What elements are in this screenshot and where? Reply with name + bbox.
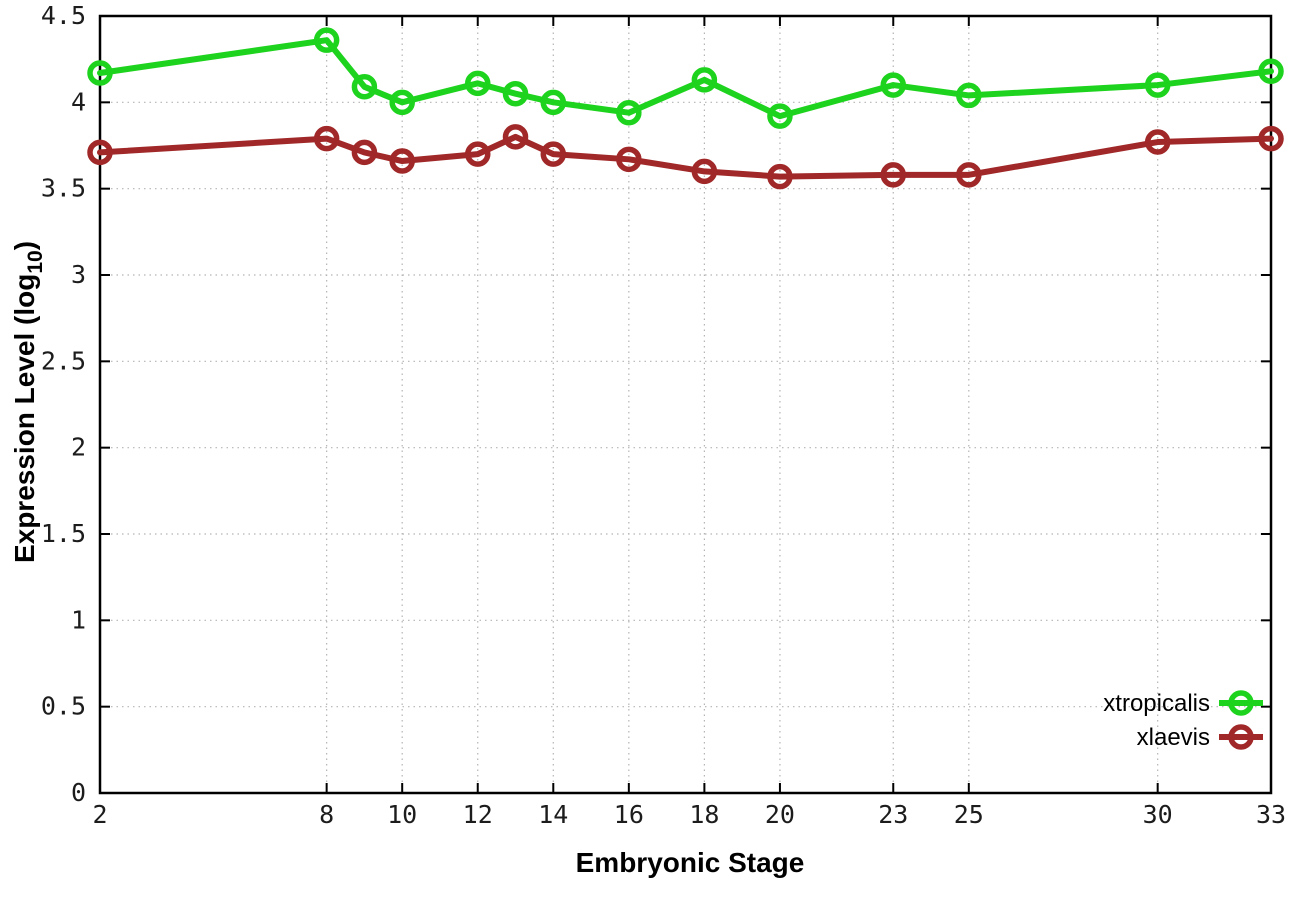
series-layer	[87, 27, 1284, 190]
series-line-xtropicalis	[97, 37, 1274, 120]
tick-labels-layer: 2 8 10 12 14 16 18 20 23 25 30 33 0 0.5 1 1.5 2 2.5 3 3.5 4 4…	[41, 1, 1286, 829]
x-tick-label: 10	[387, 800, 417, 829]
data-point-xtropicalis-stage-16	[616, 99, 642, 126]
x-tick-label: 18	[689, 800, 719, 829]
x-tick-label: 30	[1143, 800, 1173, 829]
data-point-xlaevis-stage-13	[502, 124, 529, 150]
x-tick-label: 25	[954, 800, 984, 829]
y-tick-label: 1	[71, 605, 86, 634]
x-tick-label: 14	[538, 800, 568, 829]
y-axis-title-subscript: 10	[24, 250, 47, 273]
series-line-xlaevis	[97, 133, 1274, 180]
legend-label-xtropicalis: xtropicalis	[1103, 690, 1210, 717]
legend-label-xlaevis: xlaevis	[1137, 724, 1210, 751]
plot-border	[98, 14, 1273, 795]
y-tick-label: 3.5	[41, 174, 86, 203]
x-axis-title: Embryonic Stage	[576, 847, 805, 878]
data-point-xtropicalis-stage-12	[464, 70, 491, 97]
grid-layer	[99, 15, 1272, 794]
y-axis-title-main: Expression Level (log	[9, 274, 40, 563]
data-point-xlaevis-stage-16	[616, 146, 642, 173]
data-point-xlaevis-stage-14	[540, 141, 567, 167]
y-axis-title-end: )	[9, 241, 40, 250]
data-point-xlaevis-stage-10	[389, 148, 415, 174]
legend: xtropicalis xlaevis	[1103, 690, 1263, 751]
x-tick-label: 8	[319, 800, 334, 829]
x-tick-label: 12	[463, 800, 493, 829]
y-tick-label: 2.5	[41, 346, 86, 375]
data-point-xlaevis-stage-25	[956, 162, 982, 188]
x-tick-label: 23	[878, 800, 908, 829]
y-tick-label: 4	[71, 87, 86, 116]
data-point-xtropicalis-stage-8	[313, 27, 340, 53]
data-point-xtropicalis-stage-2	[87, 60, 113, 86]
data-point-xlaevis-stage-33	[1258, 125, 1284, 152]
y-tick-label: 0	[71, 778, 86, 807]
data-point-xlaevis-stage-2	[87, 139, 113, 166]
y-tick-label: 0.5	[41, 692, 86, 721]
y-axis-title: Expression Level (log10)	[9, 241, 47, 563]
legend-marker-xlaevis	[1228, 724, 1254, 750]
data-point-xtropicalis-stage-33	[1258, 58, 1284, 85]
data-point-xlaevis-stage-8	[313, 125, 340, 152]
data-point-xtropicalis-stage-25	[956, 82, 982, 109]
y-tick-label: 1.5	[41, 519, 86, 548]
tick-marks-layer	[99, 15, 1272, 794]
data-point-xlaevis-stage-9	[351, 139, 378, 166]
data-point-xlaevis-stage-20	[767, 163, 793, 190]
data-point-xtropicalis-stage-13	[502, 80, 529, 107]
y-tick-label: 3	[71, 260, 86, 289]
y-tick-label: 2	[71, 433, 86, 462]
x-tick-label: 2	[92, 800, 107, 829]
x-tick-label: 33	[1256, 800, 1286, 829]
x-tick-label: 20	[765, 800, 795, 829]
data-point-xlaevis-stage-23	[880, 162, 907, 188]
data-point-xtropicalis-stage-9	[351, 74, 378, 100]
plot-border-rect	[98, 14, 1273, 795]
x-tick-label: 16	[614, 800, 644, 829]
data-point-xtropicalis-stage-30	[1144, 72, 1171, 98]
data-point-xtropicalis-stage-20	[767, 103, 793, 129]
data-point-xtropicalis-stage-10	[389, 89, 415, 116]
y-tick-label: 4.5	[41, 1, 86, 30]
data-point-xlaevis-stage-12	[464, 141, 491, 167]
data-point-xtropicalis-stage-14	[540, 89, 567, 116]
data-point-xtropicalis-stage-18	[691, 67, 718, 93]
data-point-xlaevis-stage-30	[1144, 129, 1171, 155]
data-point-xlaevis-stage-18	[691, 158, 718, 185]
legend-marker-xtropicalis	[1228, 690, 1254, 716]
data-point-xtropicalis-stage-23	[880, 72, 907, 98]
